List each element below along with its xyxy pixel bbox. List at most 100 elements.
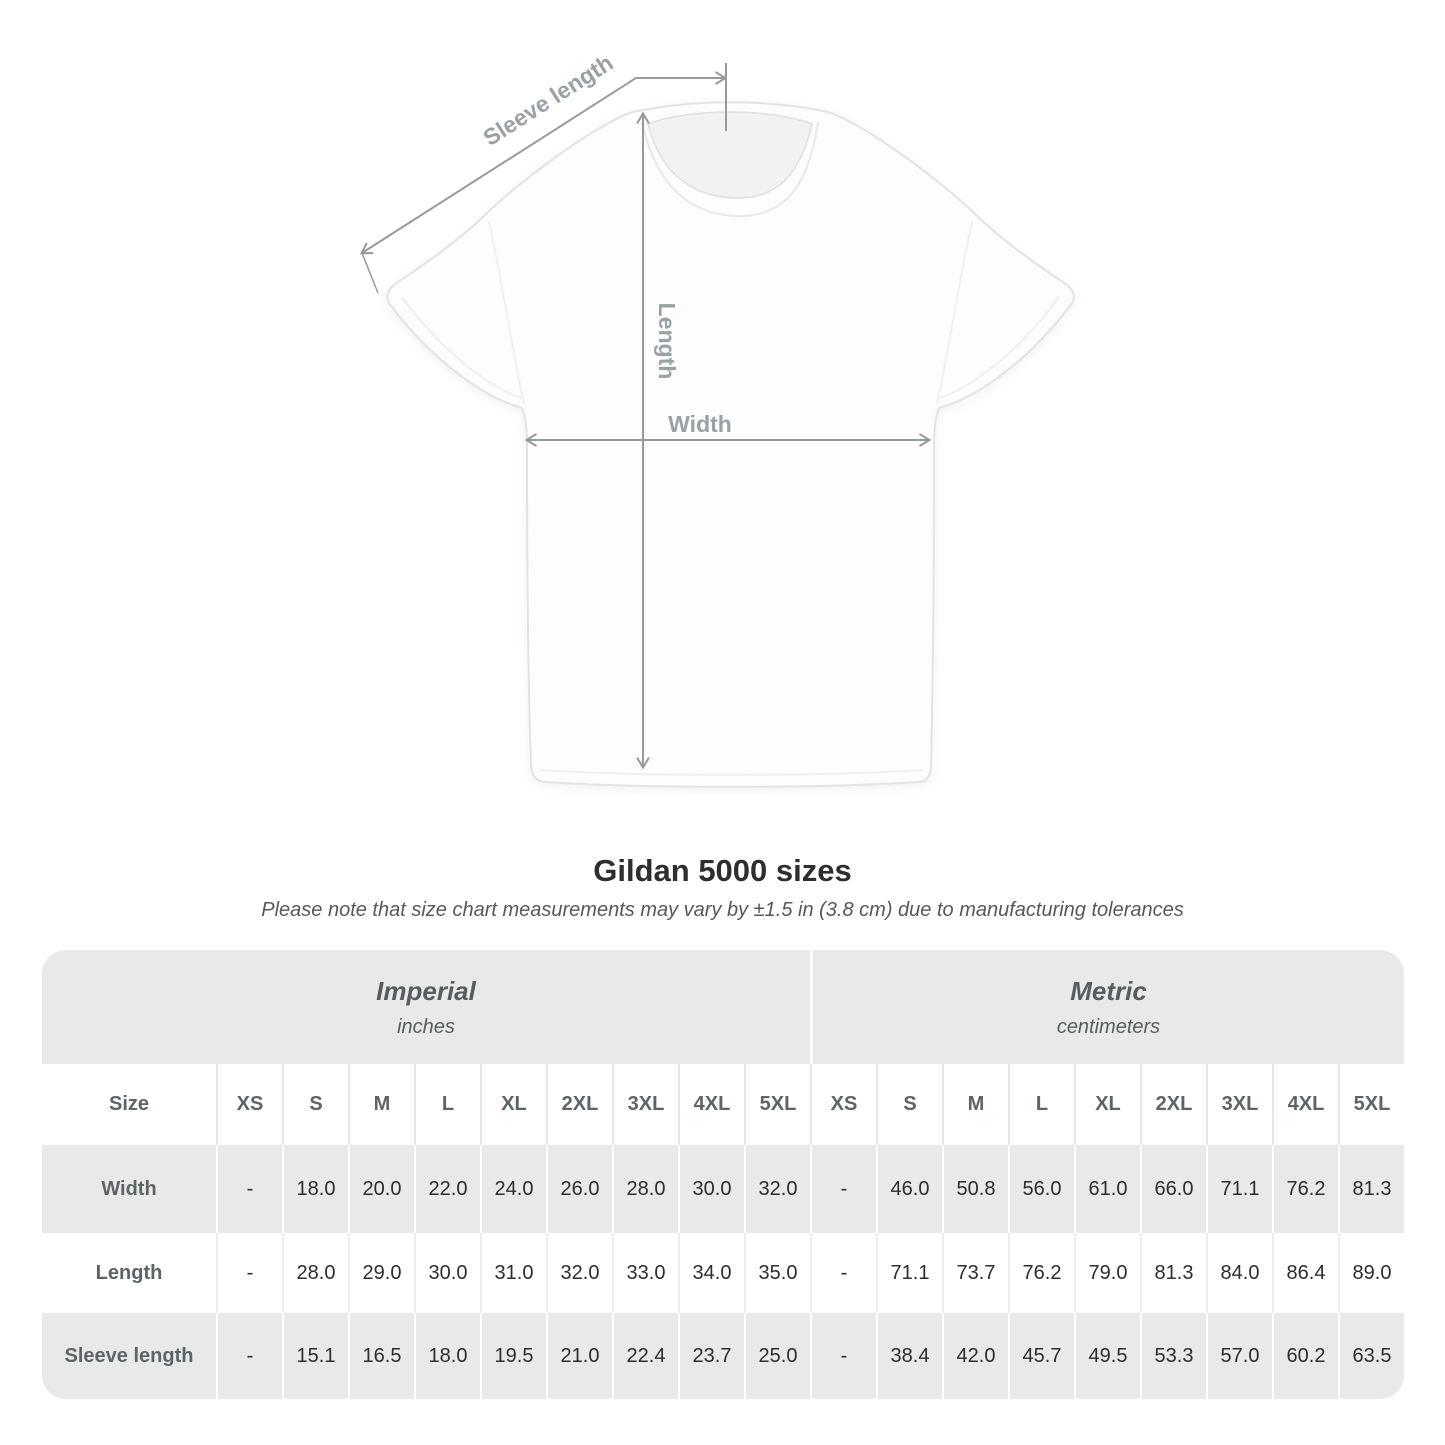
tshirt-measurement-diagram: Sleeve length Length Width: [359, 49, 1075, 788]
table-cell: 76.2: [1008, 1233, 1074, 1313]
table-cell: 32.0: [744, 1145, 810, 1233]
tshirt-body: [386, 101, 1075, 788]
table-cell: -: [216, 1313, 282, 1399]
size-column-header: Size: [108, 1093, 150, 1115]
table-cell: 31.0: [480, 1233, 546, 1313]
table-cell: L: [1008, 1064, 1074, 1145]
table-row-sleeve-length: Sleeve length -15.1 16.5 18.0 19.5 21.0 22.4 2…: [42, 1313, 1404, 1399]
table-cell: 46.0: [876, 1145, 942, 1233]
table-cell: 3XL: [1206, 1064, 1272, 1145]
page-subtitle: Please note that size chart measurements…: [261, 899, 1184, 921]
table-cell: 56.0: [1008, 1145, 1074, 1233]
row-label: Sleeve length: [64, 1344, 194, 1367]
table-cell: 84.0: [1206, 1233, 1272, 1313]
table-cell: 30.0: [414, 1233, 480, 1313]
table-cell: -: [216, 1145, 282, 1233]
table-cell: S: [282, 1064, 348, 1145]
table-cell: 18.0: [282, 1145, 348, 1233]
table-cell: 66.0: [1140, 1145, 1206, 1233]
table-cell: M: [942, 1064, 1008, 1145]
table-cell: 5XL: [1338, 1064, 1404, 1145]
right-sleeve-hem: [939, 296, 1060, 399]
table-cell: S: [876, 1064, 942, 1145]
table-cell: 15.1: [282, 1313, 348, 1399]
table-row-length: Length -28.0 29.0 30.0 31.0 32.0 33.0 34.0 35.0…: [42, 1233, 1404, 1313]
group-unit: inches: [397, 1015, 455, 1038]
table-cell: 24.0: [480, 1145, 546, 1233]
tshirt-graphic: [386, 101, 1075, 788]
table-cell: 23.7: [678, 1313, 744, 1399]
width-label: Width: [668, 411, 732, 437]
table-cell: 71.1: [876, 1233, 942, 1313]
page-title: Gildan 5000 sizes: [593, 853, 852, 888]
unit-group-header-row: Imperial inches Metric centimeters: [42, 950, 1404, 1064]
table-cell: 79.0: [1074, 1233, 1140, 1313]
size-table: Imperial inches Metric centimeters Size …: [42, 950, 1404, 1399]
table-cell: L: [414, 1064, 480, 1145]
table-cell: XL: [480, 1064, 546, 1145]
table-cell: 73.7: [942, 1233, 1008, 1313]
sleeve-extension-line: [361, 252, 379, 294]
table-cell: 89.0: [1338, 1233, 1404, 1313]
table-cell: 19.5: [480, 1313, 546, 1399]
table-cell: 53.3: [1140, 1313, 1206, 1399]
table-cell: XS: [810, 1064, 876, 1145]
bottom-hem-stitch: [539, 769, 923, 776]
row-label: Width: [101, 1177, 157, 1200]
table-cell: 22.4: [612, 1313, 678, 1399]
table-cell: 81.3: [1140, 1233, 1206, 1313]
table-cell: -: [810, 1145, 876, 1233]
table-cell: 29.0: [348, 1233, 414, 1313]
table-cell: 21.0: [546, 1313, 612, 1399]
table-cell: 2XL: [546, 1064, 612, 1145]
size-header-row: Size XS S M L XL 2XL 3XL 4XL 5XL XS S M L XL 2XL 3XL 4X…: [42, 1064, 1404, 1145]
measurement-arrows: [359, 63, 932, 770]
table-cell: 76.2: [1272, 1145, 1338, 1233]
table-cell: 3XL: [612, 1064, 678, 1145]
imperial-group-header: Imperial inches: [42, 950, 810, 1064]
table-cell: 30.0: [678, 1145, 744, 1233]
group-name: Imperial: [376, 975, 476, 1006]
table-cell: 49.5: [1074, 1313, 1140, 1399]
table-cell: 61.0: [1074, 1145, 1140, 1233]
table-cell: 35.0: [744, 1233, 810, 1313]
row-label: Length: [95, 1261, 163, 1284]
table-cell: 32.0: [546, 1233, 612, 1313]
table-cell: 16.5: [348, 1313, 414, 1399]
table-cell: 86.4: [1272, 1233, 1338, 1313]
table-cell: 4XL: [1272, 1064, 1338, 1145]
table-cell: 33.0: [612, 1233, 678, 1313]
table-cell: -: [810, 1233, 876, 1313]
table-cell: 28.0: [612, 1145, 678, 1233]
group-unit: centimeters: [1056, 1015, 1161, 1038]
table-cell: 2XL: [1140, 1064, 1206, 1145]
table-cell: 25.0: [744, 1313, 810, 1399]
table-cell: 38.4: [876, 1313, 942, 1399]
group-name: Metric: [1070, 975, 1147, 1006]
table-cell: 20.0: [348, 1145, 414, 1233]
table-cell: 26.0: [546, 1145, 612, 1233]
table-cell: 5XL: [744, 1064, 810, 1145]
sleeve-length-arrow: [359, 71, 728, 255]
table-cell: XL: [1074, 1064, 1140, 1145]
table-cell: 81.3: [1338, 1145, 1404, 1233]
table-cell: 57.0: [1206, 1313, 1272, 1399]
right-armhole-seam: [936, 221, 973, 405]
table-cell: M: [348, 1064, 414, 1145]
table-cell: -: [810, 1313, 876, 1399]
table-cell: 50.8: [942, 1145, 1008, 1233]
left-sleeve-hem: [401, 296, 522, 399]
table-cell: 42.0: [942, 1313, 1008, 1399]
table-cell: 60.2: [1272, 1313, 1338, 1399]
table-cell: 28.0: [282, 1233, 348, 1313]
table-row-width: Width -18.0 20.0 22.0 24.0 26.0 28.0 30.0 32.0 …: [42, 1145, 1404, 1233]
table-cell: 34.0: [678, 1233, 744, 1313]
table-cell: XS: [216, 1064, 282, 1145]
table-cell: -: [216, 1233, 282, 1313]
table-cell: 63.5: [1338, 1313, 1404, 1399]
table-cell: 22.0: [414, 1145, 480, 1233]
table-cell: 45.7: [1008, 1313, 1074, 1399]
metric-group-header: Metric centimeters: [810, 950, 1404, 1064]
table-cell: 18.0: [414, 1313, 480, 1399]
